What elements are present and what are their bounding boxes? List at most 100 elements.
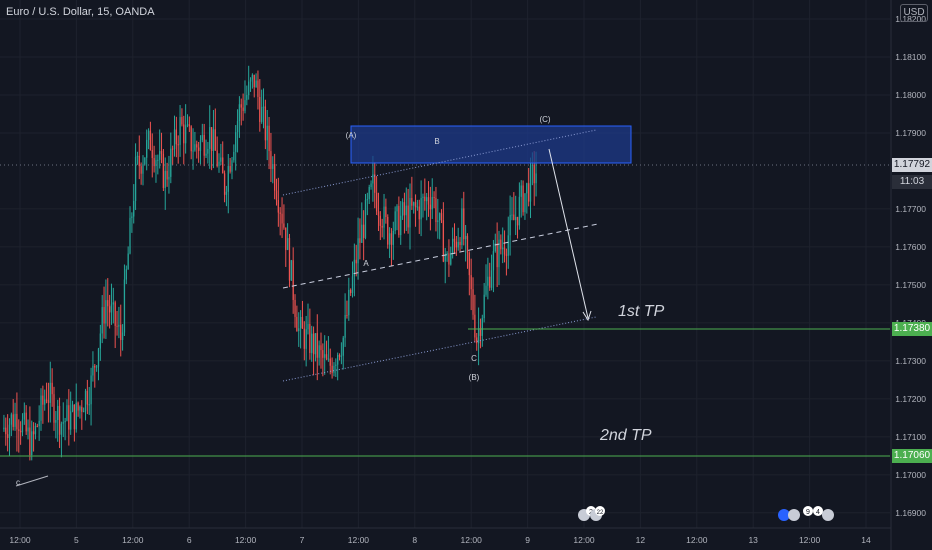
candle-body bbox=[477, 328, 480, 344]
candle-body bbox=[29, 427, 31, 456]
candle-body bbox=[455, 241, 457, 248]
candle-body bbox=[435, 198, 437, 223]
candle-body bbox=[329, 358, 331, 366]
candle-body bbox=[283, 223, 285, 228]
candle-body bbox=[411, 198, 413, 206]
candle-body bbox=[327, 358, 330, 360]
candle-body bbox=[240, 104, 242, 108]
candle-body bbox=[242, 107, 244, 111]
candle-body bbox=[73, 404, 76, 430]
candle-body bbox=[99, 333, 101, 349]
candle-body bbox=[18, 429, 20, 431]
candle-body bbox=[500, 239, 502, 250]
candle-body bbox=[251, 74, 254, 80]
candle-body bbox=[361, 224, 363, 243]
candle-body bbox=[14, 413, 16, 427]
candle-body bbox=[515, 216, 517, 220]
candle-body bbox=[173, 129, 176, 150]
candle-body bbox=[479, 328, 482, 336]
resistance-zone bbox=[350, 125, 632, 164]
candle-body bbox=[489, 276, 491, 288]
wave-label-a-paren: (A) bbox=[346, 131, 357, 140]
tp1-price-tag: 1.17380 bbox=[892, 322, 932, 336]
candle-body bbox=[220, 157, 222, 162]
candle-body bbox=[64, 420, 66, 423]
candle-body bbox=[60, 423, 63, 435]
candle-body bbox=[44, 399, 46, 405]
currency-button[interactable]: USD bbox=[900, 4, 928, 22]
candle-body bbox=[286, 238, 289, 250]
candle-body bbox=[38, 420, 40, 427]
candle-body bbox=[244, 100, 246, 111]
candle-body bbox=[281, 213, 283, 224]
candle-body bbox=[229, 166, 231, 172]
candle-body bbox=[199, 140, 202, 151]
candle-body bbox=[218, 161, 220, 167]
candle-body bbox=[207, 148, 209, 154]
time-tick-label: 12:00 bbox=[235, 535, 257, 545]
candle-body bbox=[231, 160, 233, 172]
candle-body bbox=[66, 405, 68, 421]
candle-body bbox=[166, 170, 168, 180]
candle-body bbox=[238, 104, 241, 122]
candle-body bbox=[285, 227, 287, 250]
candle-body bbox=[147, 130, 150, 140]
forecast-arrow-line bbox=[548, 148, 589, 319]
candle-body bbox=[307, 323, 309, 330]
candle-body bbox=[27, 427, 29, 432]
candle-body bbox=[312, 333, 315, 355]
candle-body bbox=[133, 200, 135, 217]
time-tick-label: 7 bbox=[300, 535, 305, 545]
time-tick-label: 8 bbox=[412, 535, 417, 545]
candle-body bbox=[324, 354, 326, 358]
candle-body bbox=[177, 144, 179, 146]
candle-body bbox=[335, 364, 337, 366]
candle-body bbox=[81, 406, 83, 412]
candle-body bbox=[340, 355, 343, 357]
candle-body bbox=[459, 241, 461, 246]
candle-body bbox=[246, 95, 248, 101]
candle-body bbox=[457, 241, 459, 248]
candle-body bbox=[529, 165, 532, 202]
candle-body bbox=[21, 419, 24, 433]
event-badge-count-label: 9 bbox=[806, 509, 810, 516]
tp1-label: 1st TP bbox=[618, 303, 665, 320]
candle-body bbox=[424, 196, 426, 202]
candle-body bbox=[277, 200, 279, 213]
candle-body bbox=[420, 197, 422, 220]
candle-body bbox=[86, 390, 89, 405]
candle-body bbox=[164, 170, 166, 188]
candle-body bbox=[505, 254, 508, 256]
chart-title: Euro / U.S. Dollar, 15, OANDA bbox=[6, 6, 155, 18]
event-badge-count-label: 22 bbox=[597, 510, 604, 516]
candle-body bbox=[418, 206, 420, 220]
time-tick-label: 12:00 bbox=[573, 535, 595, 545]
candle-body bbox=[368, 186, 370, 200]
candle-body bbox=[372, 174, 374, 184]
candle-body bbox=[3, 427, 5, 430]
candle-body bbox=[190, 126, 192, 152]
candle-body bbox=[5, 427, 7, 435]
candle-body bbox=[405, 205, 407, 216]
candle-body bbox=[149, 130, 152, 151]
candle-body bbox=[127, 253, 129, 270]
candle-body bbox=[403, 202, 406, 216]
candle-body bbox=[476, 337, 478, 344]
candle-body bbox=[359, 238, 361, 243]
candle-body bbox=[179, 117, 181, 145]
candle-body bbox=[157, 159, 159, 161]
candle-body bbox=[448, 253, 450, 265]
candle-body bbox=[233, 151, 235, 161]
candle-body bbox=[23, 412, 25, 420]
candle-body bbox=[188, 124, 190, 127]
candle-body bbox=[259, 96, 261, 122]
candle-body bbox=[492, 251, 495, 271]
candle-body bbox=[110, 304, 113, 313]
candle-body bbox=[520, 185, 522, 197]
candle-body bbox=[485, 285, 487, 295]
candle-body bbox=[266, 125, 268, 141]
time-axis: 12:00 5 12:00 6 12:00 7 12:00 8 12:00 9 12:00 12 12:… bbox=[9, 535, 871, 545]
candle-body bbox=[71, 404, 74, 412]
candle-body bbox=[437, 220, 439, 223]
